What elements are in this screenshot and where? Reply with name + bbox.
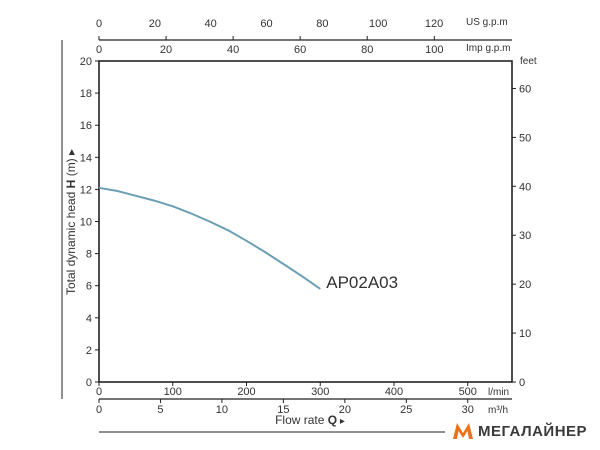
x-lpm-unit: l/min [488,387,509,398]
x-m3h-tick-label: 10 [216,404,228,416]
x-axis-title-arrow: ▸ [337,416,345,427]
logo-m-icon [453,423,473,439]
x-imp-tick-label: 80 [361,44,373,56]
x-lpm-tick-label: 0 [96,386,102,398]
y-right-tick-label: 40 [519,181,531,193]
x-m3h-tick-label: 20 [339,404,351,416]
x-us-tick-label: 60 [260,18,272,30]
y-left-tick-label: 20 [80,56,92,68]
y-right-tick-label: 20 [519,279,531,291]
y-right-tick-label: 10 [519,328,531,340]
y-axis-title-text: Total dynamic head [64,188,78,295]
x-m3h-unit: m³/h [488,405,508,416]
x-m3h-tick-label: 0 [96,404,102,416]
x-us-tick-label: 20 [149,18,161,30]
x-axis-title-symbol: Q [328,413,337,427]
y-left-tick-label: 18 [80,88,92,100]
y-left-tick-label: 14 [80,152,92,164]
x-lpm-tick-label: 300 [311,386,329,398]
logo-text: МЕГАЛАЙНЕР [478,422,588,440]
series-line-ap02a03 [98,186,321,290]
x-m3h-tick-label: 25 [400,404,412,416]
x-imp-unit: Imp g.p.m [466,43,510,54]
x-m3h-tick-label: 15 [277,404,289,416]
y-left-tick-label: 4 [86,313,92,325]
x-us-tick-label: 120 [425,18,443,30]
brand-logo: МЕГАЛАЙНЕР [452,421,587,441]
y-left-tick-label: 8 [86,249,92,261]
x-axis-title: Flow rate Q ▸ [275,413,345,427]
y-axis-title-unit: (m) ▸ [64,149,78,180]
x-imp-tick-label: 40 [227,44,239,56]
y-right-tick-label: 50 [519,132,531,144]
x-m3h-tick-label: 30 [462,404,474,416]
x-lpm-tick-label: 200 [237,386,255,398]
y-right-unit: feet [520,56,537,67]
y-left-tick-label: 6 [86,281,92,293]
x-imp-tick-label: 100 [425,44,443,56]
y-left-tick-label: 0 [86,377,92,389]
x-axis-title-text: Flow rate [275,413,328,427]
x-us-tick-label: 80 [316,18,328,30]
x-lpm-tick-label: 400 [385,386,403,398]
y-right-tick-label: 30 [519,230,531,242]
x-imp-tick-label: 60 [294,44,306,56]
x-lpm-tick-label: 500 [459,386,477,398]
y-right-tick-label: 60 [519,83,531,95]
y-left-tick-label: 12 [80,184,92,196]
x-us-unit: US g.p.m [466,17,508,28]
x-imp-tick-label: 20 [160,44,172,56]
y-left-tick-label: 10 [80,217,92,229]
x-lpm-tick-label: 100 [164,386,182,398]
x-us-tick-label: 100 [369,18,387,30]
y-right-tick-label: 0 [519,377,525,389]
x-us-tick-label: 0 [96,18,102,30]
x-imp-tick-label: 0 [96,44,102,56]
y-left-tick-label: 2 [86,345,92,357]
x-us-tick-label: 40 [205,18,217,30]
plot-frame [98,60,513,383]
series-label: AP02A03 [326,273,398,292]
y-axis-title: Total dynamic head H (m) ▸ [64,149,78,295]
y-axis-title-symbol: H [64,180,78,189]
x-m3h-tick-label: 5 [157,404,163,416]
y-left-tick-label: 16 [80,120,92,132]
